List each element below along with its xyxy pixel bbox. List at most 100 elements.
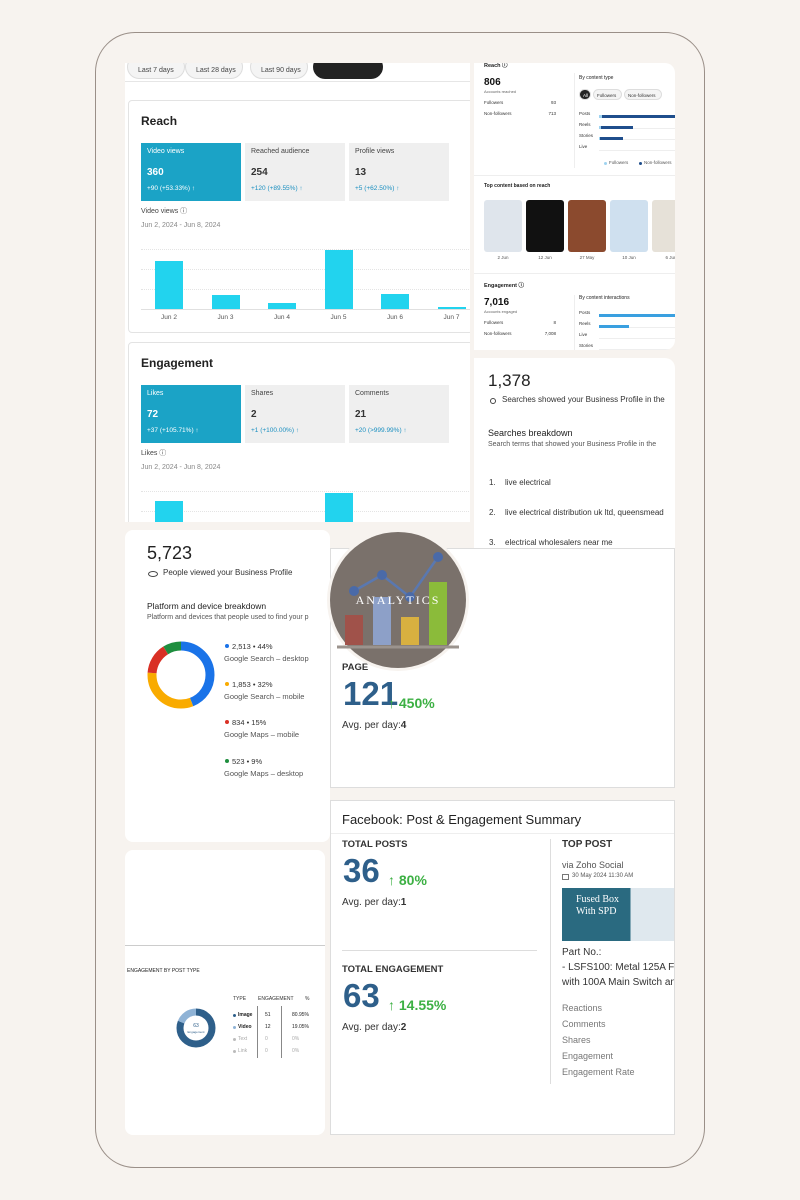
thumbnail-date: 6 Jun [665,255,675,260]
legend-label: Google Search – mobile [224,692,305,701]
section-title: Top content based on reach [484,183,551,189]
row-value: 713 [548,111,556,116]
post-image: Fused Box With SPD [562,888,674,941]
tile-value: 72 [147,409,159,420]
term-text: live electrical distribution uk ltd, que… [505,508,664,517]
filter-pill: Followers [593,89,622,100]
content-label: Posts [579,111,591,116]
metric-label: Shares [562,1035,591,1045]
date-range: Jun 2, 2024 - Jun 8, 2024 [141,222,221,229]
caption: Platform and devices that people used to… [147,614,309,621]
logo-dot [377,570,387,580]
section-title: Searches breakdown [488,428,573,438]
logo-bar [345,615,363,645]
bar [324,249,353,309]
metric-label: Engagement Rate [562,1067,635,1077]
divider [574,295,575,350]
divider [474,175,675,176]
stat-value: 121 [343,675,399,712]
divider [125,945,325,946]
stat-change: ↑ 80% [388,872,427,888]
x-tick-label: Jun 5 [330,314,347,321]
avg-value: 4 [400,720,407,731]
avg-row: Avg. per day:2 [342,1022,406,1033]
legend-dot [233,1014,236,1017]
x-tick-label: Jun 7 [443,314,460,321]
logo-bar [401,617,419,645]
tile-label: Video views [147,148,185,155]
term-rank: 2. [489,508,496,517]
bar-non-followers [602,115,675,118]
row-value: 8 [553,320,556,325]
tile-label: Reached audience [251,148,310,155]
bar [599,314,675,317]
stat-change: ↑ 14.55% [388,997,447,1013]
tab-pill-active [313,63,383,79]
metric-tile: Video views 360 +90 (+53.33%) ↑ [141,143,241,201]
grid-line [141,269,470,270]
stat-label: TOTAL ENGAGEMENT [342,964,444,975]
table-header: ENGAGEMENT [258,996,294,1002]
row-label: Followers [484,100,504,105]
logo-text: ANALYTICS [356,593,441,607]
type-percent: 0% [292,1048,300,1054]
type-label: Link [238,1048,248,1054]
legend-label: Followers [609,160,629,165]
card: Reach Video views 360 +90 (+53.33%) ↑ Reache… [128,100,470,333]
legend-label: Google Maps – mobile [224,730,300,739]
legend-dot [225,720,229,724]
top-post-title: TOP POST [562,839,613,850]
legend-value: 523 • 9% [232,757,263,766]
thumbnail [526,200,564,252]
content-label: Stories [579,133,594,138]
stat-change: ↑ 450% [388,695,435,711]
grid-line [141,249,470,250]
legend-dot [639,162,642,165]
tile-change: +120 (+89.55%) ↑ [251,185,303,192]
thumbnail-date: 12 Jun [538,255,552,260]
divider [125,81,470,82]
metric-label: Reactions [562,1003,603,1013]
bar [381,293,409,309]
x-tick-label: Jun 3 [217,314,234,321]
table-header: TYPE [233,996,247,1002]
bar-followers [599,126,601,129]
avg-label: Avg. per day: [342,720,401,731]
avg-label: Avg. per day: [342,897,401,908]
section-title: Reach ⓘ [484,63,508,69]
caption: People viewed your Business Profile [163,568,293,577]
chart-label: Video views ⓘ [141,208,188,215]
stat-value: 36 [343,852,380,889]
tile-value: 254 [251,167,268,178]
track [599,327,675,328]
big-number: 7,016 [484,297,510,308]
baseline [141,309,470,310]
bar-followers [599,115,603,118]
bar [437,307,466,309]
bar [268,303,296,309]
metric-label: Comments [562,1019,606,1029]
section-title: ENGAGEMENT BY POST TYPE [127,968,200,974]
subsection-title: By content type [579,75,614,81]
top-post-date: 30 May 2024 11:30 AM [572,873,634,879]
tile-label: Profile views [355,148,395,155]
eye-icon [148,571,158,577]
legend-label: Google Maps – desktop [224,769,304,778]
type-label: Video [238,1024,252,1030]
thumbnail [484,200,522,252]
tile-change: +5 (+62.50%) ↑ [355,185,400,192]
tile-value: 21 [355,409,367,420]
legend-dot [233,1026,236,1029]
row-value: 7,008 [544,331,556,336]
calendar-icon [562,874,569,880]
thumbnail-date: 27 May [579,255,595,260]
x-tick-label: Jun 2 [161,314,177,321]
bar-non-followers [600,126,634,129]
stat-label: TOTAL POSTS [342,839,408,850]
table-header: % [305,996,310,1002]
bar [324,493,353,522]
legend-label: Non-followers [644,160,672,165]
filter-pill: Non-followers [624,89,662,100]
tile-change: +37 (+105.71%) ↑ [147,427,199,434]
avg-row: Avg. per day:1 [342,897,406,908]
